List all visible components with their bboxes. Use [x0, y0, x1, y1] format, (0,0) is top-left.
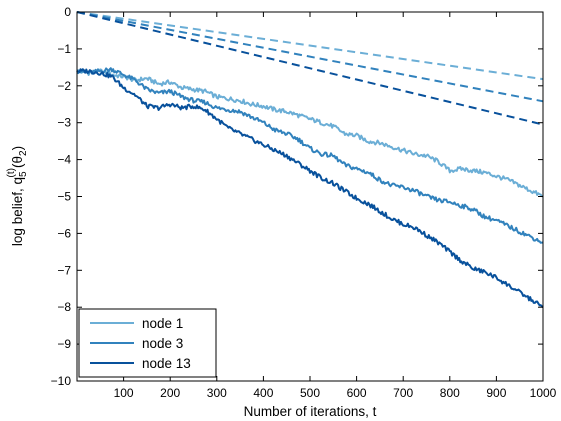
y-tick-label: −8: [57, 300, 71, 314]
y-tick-label: −5: [57, 190, 71, 204]
y-tick-label: −2: [57, 79, 71, 93]
y-tick-label: −1: [57, 42, 71, 56]
series-line-node-13: [76, 68, 544, 308]
y-tick-label: −7: [57, 263, 71, 277]
y-tick-label: 0: [64, 5, 71, 19]
x-tick-label: 1000: [530, 386, 557, 400]
y-axis-label-prefix: log belief, q: [10, 177, 25, 246]
legend-label-node-13: node 13: [142, 356, 191, 371]
legend-label-node-3: node 3: [142, 336, 183, 351]
x-tick-label: 400: [253, 386, 273, 400]
y-axis-label: log belief, q5(t)(θ2): [6, 146, 29, 246]
x-tick-label: 200: [160, 386, 180, 400]
y-axis-label-sup: (t): [6, 168, 17, 177]
legend: node 1 node 3 node 13: [78, 308, 217, 378]
x-tick-label: 100: [114, 386, 134, 400]
dashed-line-node-13: [76, 11, 544, 126]
x-tick-label: 600: [347, 386, 367, 400]
y-axis-label-sub: 5: [18, 171, 29, 177]
y-axis-label-theta-sub: 2: [18, 150, 29, 156]
legend-label-node-1: node 1: [142, 316, 183, 331]
x-tick-label: 700: [393, 386, 413, 400]
series-line-node-1: [76, 68, 544, 198]
y-tick-label: −6: [57, 226, 71, 240]
x-tick-label: 500: [300, 386, 320, 400]
dashed-line-node-1: [76, 11, 544, 81]
y-axis-label-theta-open: (θ: [10, 156, 25, 168]
y-tick-label: −10: [51, 374, 72, 388]
y-axis-label-theta-close: ): [10, 146, 25, 151]
x-axis-label: Number of iterations, t: [244, 404, 377, 419]
y-tick-label: −3: [57, 116, 71, 130]
y-tick-label: −9: [57, 337, 71, 351]
series-line-node-3: [76, 67, 544, 244]
x-tick-label: 800: [440, 386, 460, 400]
dashed-line-node-3: [76, 11, 544, 103]
y-tick-label: −4: [57, 153, 71, 167]
series-layer: [76, 11, 544, 308]
ticks-layer: 0 −1 −2 −3 −4 −5 −6 −7 −8 −9 −10 100 200 300 400 500 600…: [51, 5, 557, 400]
x-tick-label: 300: [207, 386, 227, 400]
x-tick-label: 900: [486, 386, 506, 400]
